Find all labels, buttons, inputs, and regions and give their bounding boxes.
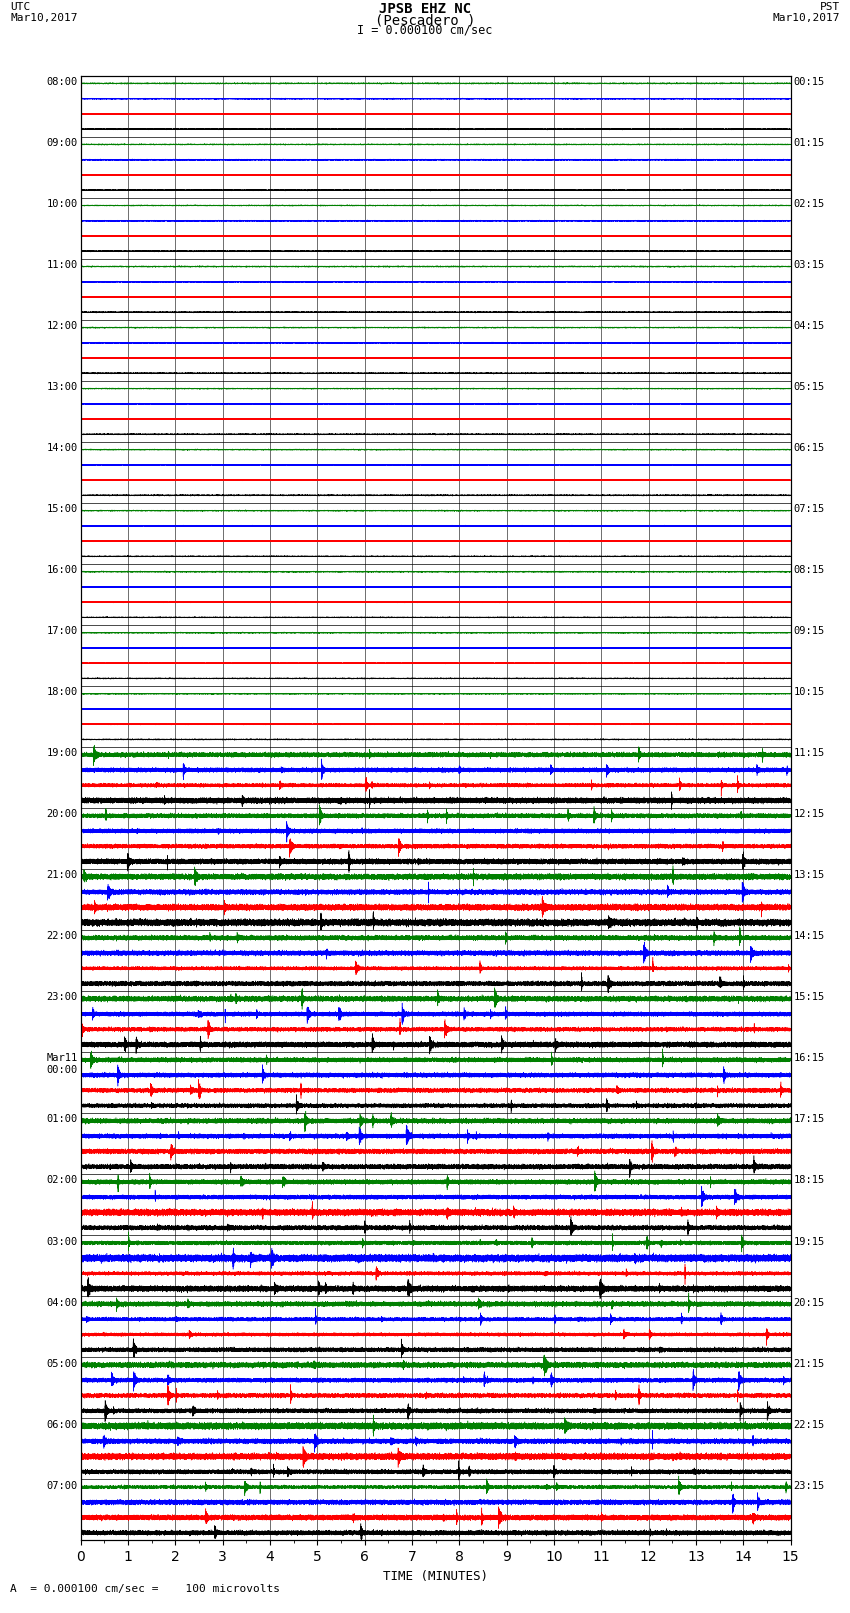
Text: JPSB EHZ NC: JPSB EHZ NC <box>379 3 471 16</box>
Text: UTC: UTC <box>10 3 31 13</box>
Text: Mar10,2017: Mar10,2017 <box>773 13 840 23</box>
Text: Mar10,2017: Mar10,2017 <box>10 13 77 23</box>
Text: A  = 0.000100 cm/sec =    100 microvolts: A = 0.000100 cm/sec = 100 microvolts <box>10 1584 280 1594</box>
Text: PST: PST <box>819 3 840 13</box>
Text: I = 0.000100 cm/sec: I = 0.000100 cm/sec <box>357 24 493 37</box>
Text: (Pescadero ): (Pescadero ) <box>375 13 475 27</box>
X-axis label: TIME (MINUTES): TIME (MINUTES) <box>383 1569 488 1582</box>
